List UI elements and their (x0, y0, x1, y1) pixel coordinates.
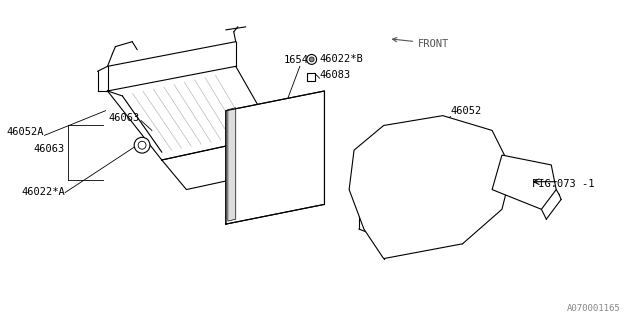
Text: 46052: 46052 (451, 106, 482, 116)
Circle shape (138, 141, 146, 149)
Text: FRONT: FRONT (392, 37, 449, 49)
Text: 46052A: 46052A (6, 127, 44, 137)
Text: A070001165: A070001165 (566, 304, 620, 313)
Text: 16546: 16546 (284, 55, 316, 65)
Text: 46063: 46063 (34, 144, 65, 154)
FancyBboxPatch shape (307, 73, 315, 81)
Text: 46022*B: 46022*B (319, 54, 364, 64)
Polygon shape (349, 116, 512, 259)
Circle shape (309, 57, 314, 62)
Circle shape (134, 137, 150, 153)
Polygon shape (492, 155, 556, 209)
Text: 46022*A: 46022*A (21, 187, 65, 196)
Text: 46083: 46083 (319, 70, 351, 80)
Text: FIG.073 -1: FIG.073 -1 (532, 179, 594, 188)
Text: 46063: 46063 (109, 113, 140, 123)
Polygon shape (226, 91, 324, 224)
Circle shape (307, 54, 317, 64)
Polygon shape (228, 108, 236, 221)
